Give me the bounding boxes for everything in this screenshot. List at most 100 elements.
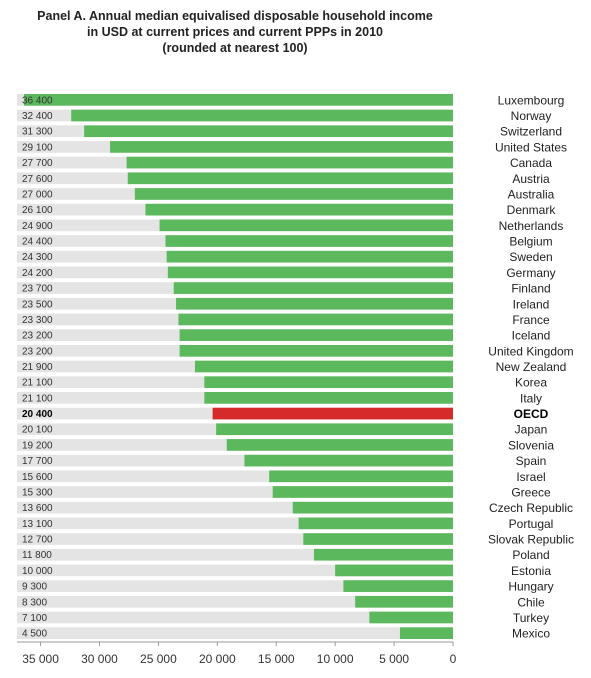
x-tick-label: 0 bbox=[450, 652, 457, 666]
value-label: 8 300 bbox=[22, 597, 47, 608]
value-label: 11 800 bbox=[22, 550, 52, 561]
value-label: 23 300 bbox=[22, 315, 53, 326]
category-label: Estonia bbox=[511, 564, 551, 578]
bar bbox=[179, 344, 453, 357]
category-label: Poland bbox=[512, 548, 549, 562]
category-label: Slovak Republic bbox=[488, 533, 574, 547]
category-label: Japan bbox=[515, 423, 548, 437]
value-label: 31 300 bbox=[22, 127, 53, 138]
value-label: 21 900 bbox=[22, 362, 53, 373]
bar bbox=[269, 470, 453, 483]
category-label: Israel bbox=[516, 470, 545, 484]
category-label: Mexico bbox=[512, 627, 550, 641]
value-label: 26 100 bbox=[22, 205, 53, 216]
value-label: 24 900 bbox=[22, 221, 53, 232]
chart-title-line-1: Panel A. Annual median equivalised dispo… bbox=[37, 9, 433, 23]
category-label: United Kingdom bbox=[488, 344, 573, 358]
category-label: Ireland bbox=[513, 297, 550, 311]
category-label: Korea bbox=[515, 376, 547, 390]
bar bbox=[298, 517, 453, 530]
category-label: Turkey bbox=[513, 611, 549, 625]
bar-highlight bbox=[212, 407, 453, 420]
bar bbox=[335, 564, 453, 577]
bar bbox=[194, 360, 454, 373]
bar bbox=[127, 172, 453, 185]
bar bbox=[179, 329, 453, 341]
value-label: 12 700 bbox=[22, 535, 53, 546]
value-label: 20 100 bbox=[22, 425, 53, 436]
bar bbox=[71, 109, 453, 122]
bar-track bbox=[17, 564, 453, 577]
chart-title-line-3: (rounded at nearest 100) bbox=[162, 41, 308, 55]
value-label: 4 500 bbox=[22, 629, 47, 640]
value-label: 24 300 bbox=[22, 252, 53, 263]
bar bbox=[272, 486, 453, 498]
x-tick-label: 15 000 bbox=[258, 652, 295, 666]
bar-track bbox=[17, 501, 453, 514]
category-label: Germany bbox=[506, 266, 555, 280]
value-label: 23 500 bbox=[22, 299, 53, 310]
category-label: Sweden bbox=[509, 250, 552, 264]
value-label: 21 100 bbox=[22, 393, 53, 404]
bar bbox=[216, 423, 453, 436]
bar-track bbox=[17, 486, 453, 498]
category-label: OECD bbox=[514, 407, 549, 421]
value-label: 32 400 bbox=[22, 111, 53, 122]
bar-track bbox=[17, 611, 453, 624]
bar bbox=[24, 94, 453, 106]
bar bbox=[355, 595, 453, 608]
category-label: Slovenia bbox=[508, 438, 554, 452]
bar bbox=[167, 266, 453, 279]
value-label: 20 400 bbox=[22, 409, 53, 420]
bar-track bbox=[17, 548, 453, 561]
value-label: 23 700 bbox=[22, 284, 53, 295]
value-label: 10 000 bbox=[22, 566, 53, 577]
bar-track bbox=[17, 627, 453, 639]
value-label: 27 600 bbox=[22, 174, 53, 185]
bar bbox=[176, 297, 453, 310]
value-label: 17 700 bbox=[22, 456, 53, 467]
value-label: 36 400 bbox=[22, 95, 53, 106]
bar bbox=[399, 627, 453, 639]
value-label: 7 100 bbox=[22, 613, 47, 624]
category-label: France bbox=[512, 313, 550, 327]
value-label: 9 300 bbox=[22, 582, 47, 593]
x-tick-label: 5 000 bbox=[379, 652, 409, 666]
bar-track bbox=[17, 580, 453, 592]
category-label: Portugal bbox=[509, 517, 554, 531]
bar-track bbox=[17, 595, 453, 608]
bar bbox=[134, 188, 454, 200]
bar-track bbox=[17, 517, 453, 530]
category-label: Czech Republic bbox=[489, 501, 573, 515]
bar bbox=[84, 125, 453, 138]
category-label: Belgium bbox=[509, 235, 552, 249]
bar bbox=[166, 250, 453, 263]
category-label: Austria bbox=[512, 172, 550, 186]
category-label: United States bbox=[495, 140, 567, 154]
bar-track bbox=[17, 454, 453, 467]
chart-title: Panel A. Annual median equivalised dispo… bbox=[0, 8, 470, 56]
bar bbox=[165, 235, 453, 247]
category-label: Spain bbox=[516, 454, 547, 468]
value-label: 24 400 bbox=[22, 237, 53, 248]
value-label: 13 100 bbox=[22, 519, 53, 530]
bar bbox=[369, 611, 453, 624]
bar bbox=[303, 533, 453, 545]
bar bbox=[313, 548, 453, 561]
value-label: 24 200 bbox=[22, 268, 53, 279]
category-label: Luxembourg bbox=[498, 93, 565, 107]
bar bbox=[178, 313, 453, 326]
category-label: Finland bbox=[511, 282, 550, 296]
value-label: 27 000 bbox=[22, 189, 53, 200]
category-label: Norway bbox=[511, 109, 552, 123]
bar bbox=[145, 203, 453, 216]
value-label: 13 600 bbox=[22, 503, 53, 514]
value-label: 15 300 bbox=[22, 487, 53, 498]
chart-title-line-2: in USD at current prices and current PPP… bbox=[87, 25, 383, 39]
bar bbox=[173, 282, 454, 294]
category-label: Greece bbox=[511, 485, 551, 499]
bar bbox=[110, 141, 453, 153]
bar bbox=[343, 580, 453, 592]
